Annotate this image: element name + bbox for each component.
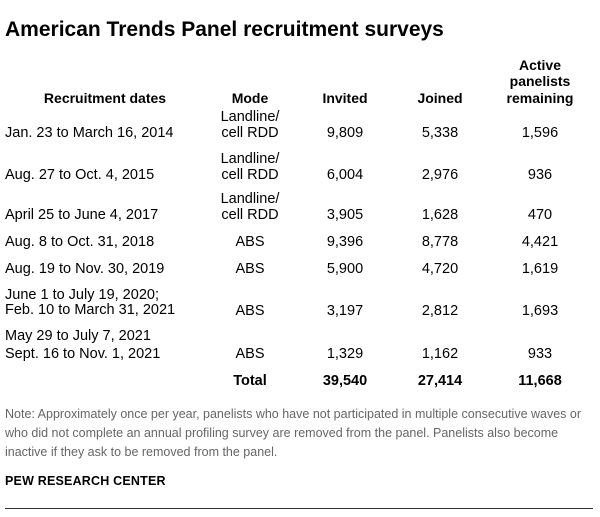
row-5-active: 1,619 bbox=[521, 261, 559, 277]
row-4-active: 4,421 bbox=[521, 234, 559, 250]
total-invited: 39,540 bbox=[322, 373, 368, 389]
row-1-invited: 9,809 bbox=[326, 125, 364, 141]
row-2-joined: 2,976 bbox=[421, 167, 459, 183]
row-4-date: Aug. 8 to Oct. 31, 2018 bbox=[5, 234, 155, 250]
footnote: Note: Approximately once per year, panel… bbox=[5, 407, 582, 459]
row-6-invited: 3,197 bbox=[326, 303, 364, 319]
row-2-mode-line-1: Landline/ bbox=[220, 151, 280, 167]
row-5-joined: 4,720 bbox=[421, 261, 459, 277]
row-3-date: April 25 to June 4, 2017 bbox=[5, 207, 159, 223]
row-1-mode-line-2: cell RDD bbox=[221, 125, 279, 141]
total-active: 11,668 bbox=[518, 373, 562, 389]
row-3-active: 470 bbox=[527, 207, 553, 223]
row-5-invited: 5,900 bbox=[326, 261, 364, 277]
row-3-joined: 1,628 bbox=[421, 207, 459, 223]
bottom-divider bbox=[5, 508, 593, 509]
row-1-active: 1,596 bbox=[521, 125, 559, 141]
row-2-invited: 6,004 bbox=[326, 167, 364, 183]
header-active-line-1: Active bbox=[518, 57, 562, 73]
row-4-mode: ABS bbox=[235, 234, 265, 250]
row-4-joined: 8,778 bbox=[421, 234, 459, 250]
row-2-date: Aug. 27 to Oct. 4, 2015 bbox=[5, 167, 155, 183]
row-5-mode: ABS bbox=[235, 261, 265, 277]
row-3-mode-line-2: cell RDD bbox=[221, 207, 279, 223]
row-3-invited: 3,905 bbox=[326, 207, 364, 223]
row-5-date: Aug. 19 to Nov. 30, 2019 bbox=[5, 261, 165, 277]
row-2-active: 936 bbox=[527, 167, 553, 183]
row-2-mode-line-2: cell RDD bbox=[221, 167, 279, 183]
header-invited: Invited bbox=[322, 90, 368, 106]
row-7-date-line-2: Sept. 16 to Nov. 1, 2021 bbox=[5, 346, 161, 362]
row-7-date-line-1: May 29 to July 7, 2021 bbox=[5, 328, 151, 344]
header-recruitment-dates: Recruitment dates bbox=[43, 90, 167, 106]
total-label: Total bbox=[233, 373, 267, 389]
row-7-mode: ABS bbox=[235, 346, 265, 362]
row-6-joined: 2,812 bbox=[421, 303, 459, 319]
header-active-line-2: panelists bbox=[509, 73, 571, 89]
row-1-mode-line-1: Landline/ bbox=[220, 109, 280, 125]
table-title: American Trends Panel recruitment survey… bbox=[5, 18, 444, 41]
row-6-active: 1,693 bbox=[521, 303, 559, 319]
row-3-mode-line-1: Landline/ bbox=[220, 191, 280, 207]
header-joined: Joined bbox=[417, 90, 463, 106]
row-1-joined: 5,338 bbox=[421, 125, 459, 141]
header-active-line-3: remaining bbox=[506, 90, 574, 106]
header-mode: Mode bbox=[231, 90, 269, 106]
row-6-date-line-2: Feb. 10 to March 31, 2021 bbox=[5, 302, 176, 318]
row-6-mode: ABS bbox=[235, 303, 265, 319]
row-7-joined: 1,162 bbox=[421, 346, 459, 362]
row-7-invited: 1,329 bbox=[326, 346, 364, 362]
total-joined: 27,414 bbox=[417, 373, 463, 389]
row-7-active: 933 bbox=[527, 346, 553, 362]
row-6-date-line-1: June 1 to July 19, 2020; bbox=[5, 287, 159, 303]
source-credit: PEW RESEARCH CENTER bbox=[5, 474, 166, 488]
row-4-invited: 9,396 bbox=[326, 234, 364, 250]
row-1-date: Jan. 23 to March 16, 2014 bbox=[5, 125, 174, 141]
